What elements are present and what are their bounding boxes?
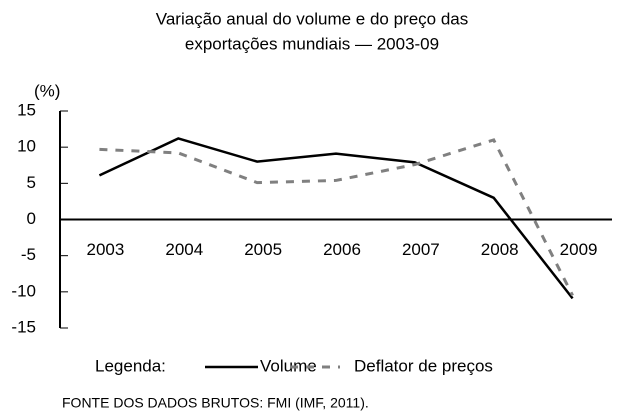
x-tick-label: 2007 bbox=[402, 240, 440, 259]
y-tick-label: -15 bbox=[11, 317, 36, 336]
legend-title: Legenda: bbox=[95, 356, 166, 375]
y-axis-label: (%) bbox=[34, 81, 60, 100]
x-tick-label: 2009 bbox=[560, 240, 598, 259]
x-tick-label: 2004 bbox=[165, 240, 203, 259]
y-tick-label: -5 bbox=[21, 245, 36, 264]
x-tick-label: 2005 bbox=[244, 240, 282, 259]
source: FONTE DOS DADOS BRUTOS: FMI (IMF, 2011). bbox=[62, 395, 369, 411]
x-tick-label: 2003 bbox=[87, 240, 125, 259]
x-tick-label: 2006 bbox=[323, 240, 361, 259]
y-tick-label: 0 bbox=[27, 209, 36, 228]
y-tick-label: 5 bbox=[27, 173, 36, 192]
y-tick-label: 10 bbox=[17, 137, 36, 156]
y-tick-label: 15 bbox=[17, 100, 36, 119]
series-line bbox=[98, 137, 574, 300]
chart-title: Variação anual do volume e do preço das bbox=[156, 9, 469, 28]
x-tick-label: 2008 bbox=[481, 240, 519, 259]
series-line bbox=[99, 138, 574, 297]
y-tick-label: -10 bbox=[11, 281, 36, 300]
legend-label: Deflator de preços bbox=[354, 356, 493, 375]
chart-title: exportações mundiais — 2003-09 bbox=[185, 34, 439, 53]
legend-label: Volume bbox=[260, 356, 317, 375]
